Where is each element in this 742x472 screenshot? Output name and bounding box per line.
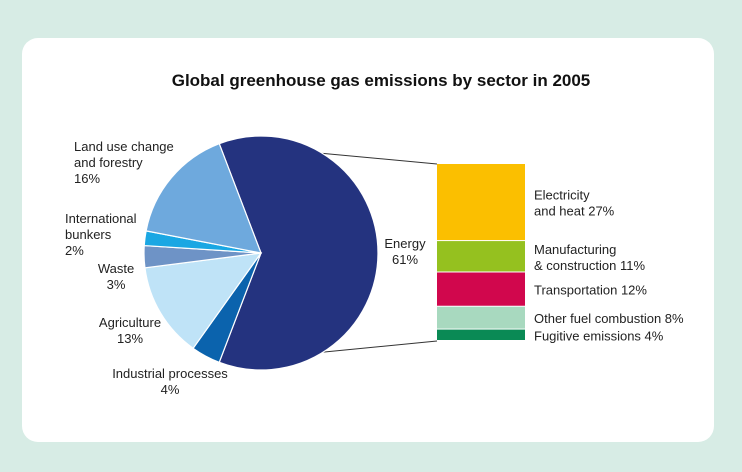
bar-label-manufacturing: Manufacturing & construction 11%	[534, 242, 645, 273]
bar-segment-transportation	[437, 272, 525, 306]
bar-label-transportation: Transportation 12%	[534, 283, 647, 298]
chart-title: Global greenhouse gas emissions by secto…	[172, 71, 591, 90]
pie-labels: Energy 61% Industrial processes 4% Agricultu…	[65, 139, 426, 397]
pie-slice-agriculture	[144, 252, 263, 350]
pie-label-industrial: Industrial processes 4%	[112, 366, 228, 397]
pie-label-bunkers: International bunkers 2%	[65, 211, 137, 258]
pie-chart	[143, 135, 379, 371]
pie-label-landuse: Land use change and forestry 16%	[74, 139, 174, 186]
pie-label-agriculture: Agriculture 13%	[99, 315, 161, 346]
bar-segment-manufacturing	[437, 241, 525, 272]
bar-label-otherfuel: Other fuel combustion 8%	[534, 311, 684, 326]
pie-label-energy: Energy 61%	[384, 236, 426, 267]
bar-label-electricity: Electricity and heat 27%	[534, 188, 615, 219]
pie-slice-energy	[218, 135, 379, 371]
bar-label-fugitive: Fugitive emissions 4%	[534, 328, 664, 343]
energy-breakdown-labels: Electricity and heat 27% Manufacturing & co…	[534, 188, 684, 344]
energy-breakdown-bar	[437, 164, 525, 340]
bar-segment-otherfuel	[437, 306, 525, 329]
bar-segment-electricity	[437, 164, 525, 241]
pie-slice-landuse	[145, 142, 262, 254]
pie-label-waste: Waste 3%	[98, 261, 134, 292]
bar-segment-fugitive	[437, 329, 525, 340]
